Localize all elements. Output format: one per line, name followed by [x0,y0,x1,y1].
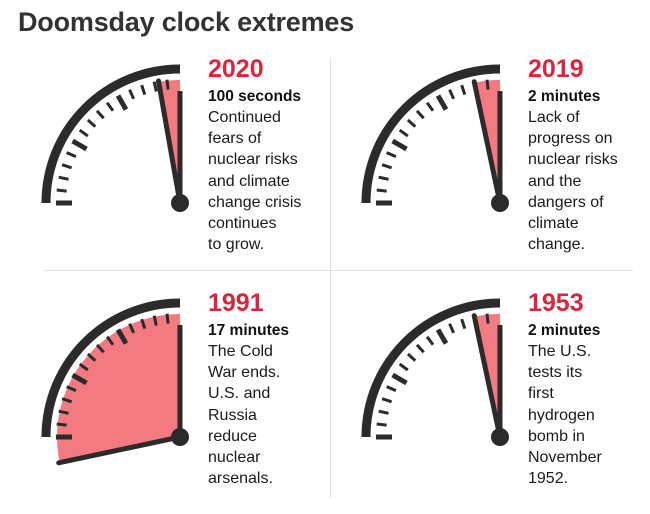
minute-tick [460,318,467,330]
minute-tick [152,315,158,326]
panel-duration: 100 seconds [208,88,302,105]
minute-tick [381,163,393,170]
panel-duration: 17 minutes [208,322,289,339]
clock-rim [361,298,501,438]
panel-text: 1953 2 minutes The U.S. tests its first … [528,289,602,489]
minute-tick [485,79,490,90]
clock-pivot [171,428,189,446]
minute-tick [415,343,425,354]
minute-tick [391,372,408,386]
vertical-divider [330,58,331,498]
minute-tick [71,138,88,152]
minute-tick [398,362,409,372]
minute-tick [66,151,77,158]
minute-tick [448,323,455,334]
minute-tick [56,422,67,427]
minute-tick [95,109,105,120]
panel-description: Lack of progress on nuclear risks and th… [528,109,618,254]
panel-year: 2019 [528,55,584,83]
minute-hand [56,434,183,466]
clock-pivot [491,428,509,446]
minute-tick [128,89,135,100]
minute-tick [425,335,435,346]
minute-tick [78,128,89,138]
minute-tick [140,84,147,96]
panel-description: The Cold War ends. U.S. and Russia reduc… [208,343,281,488]
minute-tick [378,175,389,181]
clock-pivot [171,194,189,212]
clock-rim [41,298,181,438]
minute-tick [58,175,69,181]
minute-tick [61,397,73,404]
minute-tick [78,362,89,372]
doomsday-clock-icon [41,64,189,212]
clock-panel-2019: 2019 2 minutes Lack of progress on nucle… [360,55,650,280]
panel-description: The U.S. tests its first hydrogen bomb i… [528,343,602,488]
panel-year: 1991 [208,289,264,317]
minute-tick [448,89,455,100]
clock-rim [41,64,181,204]
minute-tick [140,318,147,330]
minute-tick [56,188,67,193]
minute-tick [460,84,467,96]
horizontal-divider [43,270,633,271]
clock-panel-1991: 1991 17 minutes The Cold War ends. U.S. … [40,289,350,514]
minute-tick [128,323,135,334]
minute-hand [156,78,183,206]
minute-tick [425,101,435,112]
minute-tick [71,372,88,386]
remaining-time-wedge [57,314,180,463]
doomsday-clock-icon [361,64,509,212]
panel-description: Continued fears of nuclear risks and cli… [208,109,302,254]
panel-text: 1991 17 minutes The Cold War ends. U.S. … [208,289,289,489]
minute-tick [406,118,417,128]
minute-tick [152,81,158,92]
doomsday-clock-icon [361,298,509,446]
panel-duration: 2 minutes [528,322,601,339]
clock-rim [361,64,501,204]
panel-duration: 2 minutes [528,88,601,105]
page-title: Doomsday clock extremes [18,7,355,37]
minute-tick [406,352,417,362]
minute-hand [471,79,503,206]
minute-tick [66,385,77,392]
minute-tick [86,118,97,128]
minute-tick [86,352,97,362]
minute-tick [485,313,490,324]
minute-tick [415,109,425,120]
minute-tick [105,335,115,346]
minute-tick [386,385,397,392]
minute-tick [376,188,387,193]
minute-tick [58,409,69,415]
minute-tick [165,313,170,324]
minute-tick [381,397,393,404]
panel-text: 2019 2 minutes Lack of progress on nucle… [528,55,618,255]
panel-year: 1953 [528,289,584,317]
minute-tick [386,151,397,158]
clock-pivot [491,194,509,212]
doomsday-clock-icon [41,298,189,466]
minute-hand [471,313,503,440]
minute-tick [398,128,409,138]
clock-panel-2020: 2020 100 seconds Continued fears of nucl… [40,55,350,280]
minute-tick [378,409,389,415]
minute-tick [61,163,73,170]
minute-tick [115,328,129,345]
minute-tick [115,94,129,111]
minute-tick [391,138,408,152]
minute-tick [376,422,387,427]
panel-year: 2020 [208,55,264,83]
minute-tick [95,343,105,354]
clock-panel-1953: 1953 2 minutes The U.S. tests its first … [360,289,650,514]
minute-tick [105,101,115,112]
panel-text: 2020 100 seconds Continued fears of nucl… [208,55,301,255]
minute-tick [435,94,449,111]
minute-tick [435,328,449,345]
minute-tick [165,79,170,90]
